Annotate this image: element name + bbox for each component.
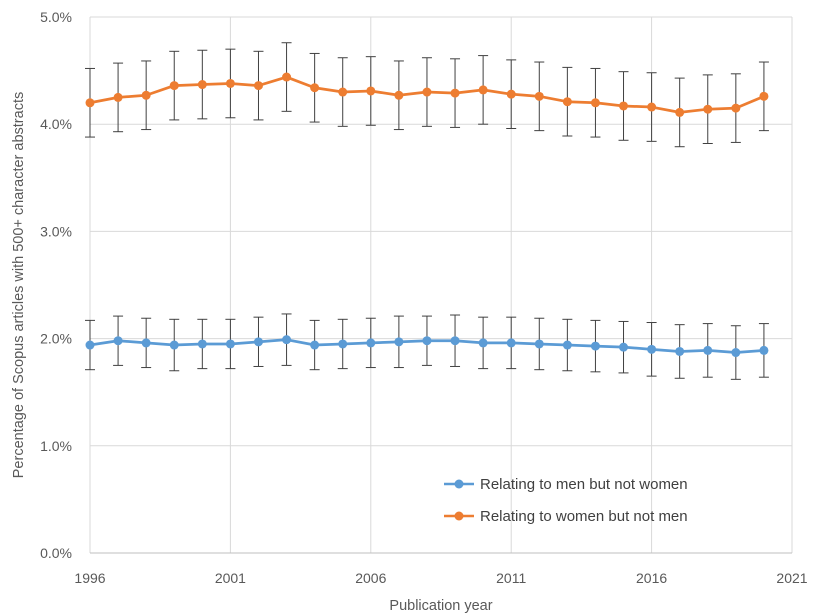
- data-point-men: [619, 342, 629, 352]
- data-point-men: [478, 338, 488, 348]
- data-point-men: [422, 336, 432, 346]
- x-tick-label: 2021: [776, 570, 807, 586]
- data-point-women: [394, 90, 404, 100]
- y-axis-title: Percentage of Scopus articles with 500+ …: [11, 92, 27, 478]
- data-point-men: [366, 338, 376, 348]
- y-tick-label: 3.0%: [40, 223, 72, 239]
- data-point-women: [225, 78, 235, 88]
- y-tick-label: 4.0%: [40, 116, 72, 132]
- data-point-women: [647, 102, 657, 112]
- legend-label-men: Relating to men but not women: [480, 476, 688, 493]
- data-point-women: [113, 92, 123, 102]
- data-point-women: [703, 104, 713, 114]
- data-point-women: [169, 81, 179, 91]
- x-tick-label: 2011: [496, 570, 526, 586]
- data-point-men: [647, 344, 657, 354]
- data-point-men: [338, 339, 348, 349]
- data-point-women: [619, 101, 629, 111]
- data-point-women: [478, 85, 488, 95]
- x-tick-label: 2016: [636, 570, 667, 586]
- x-axis-title: Publication year: [389, 598, 492, 614]
- data-point-men: [759, 345, 769, 355]
- data-point-women: [85, 98, 95, 108]
- data-point-women: [562, 97, 572, 107]
- legend: Relating to men but not women Relating t…: [444, 476, 688, 525]
- data-point-men: [703, 345, 713, 355]
- data-point-men: [450, 336, 460, 346]
- data-point-women: [422, 87, 432, 97]
- data-point-women: [141, 90, 151, 100]
- grid-lines: [89, 16, 793, 553]
- data-point-men: [310, 340, 320, 350]
- data-point-men: [225, 339, 235, 349]
- data-point-women: [282, 72, 292, 82]
- data-point-women: [253, 81, 263, 91]
- legend-label-women: Relating to women but not men: [480, 508, 688, 525]
- data-point-men: [113, 336, 123, 346]
- series-points: [85, 72, 769, 358]
- y-tick-labels: 0.0% 1.0% 2.0% 3.0% 4.0% 5.0%: [40, 9, 72, 561]
- x-tick-label: 1996: [74, 570, 105, 586]
- legend-marker-men: [454, 479, 464, 489]
- data-point-men: [731, 348, 741, 358]
- data-point-men: [282, 335, 292, 345]
- y-tick-label: 2.0%: [40, 331, 72, 347]
- data-point-women: [506, 89, 516, 99]
- x-tick-labels: 1996 2001 2006 2011 2016 2021: [74, 570, 807, 586]
- x-tick-label: 2001: [215, 570, 246, 586]
- data-point-women: [590, 98, 600, 108]
- data-point-men: [534, 339, 544, 349]
- y-tick-label: 1.0%: [40, 438, 72, 454]
- data-point-men: [197, 339, 207, 349]
- data-point-men: [562, 340, 572, 350]
- data-point-women: [675, 107, 685, 117]
- data-point-men: [169, 340, 179, 350]
- data-point-men: [506, 338, 516, 348]
- data-point-men: [141, 338, 151, 348]
- data-point-women: [197, 80, 207, 90]
- data-point-men: [253, 337, 263, 347]
- y-tick-label: 5.0%: [40, 9, 72, 25]
- data-point-women: [534, 91, 544, 101]
- y-tick-label: 0.0%: [40, 545, 72, 561]
- data-point-women: [731, 103, 741, 113]
- data-point-women: [310, 83, 320, 93]
- data-point-men: [394, 337, 404, 347]
- data-point-women: [338, 87, 348, 97]
- data-point-women: [450, 88, 460, 98]
- data-point-women: [759, 91, 769, 101]
- legend-marker-women: [454, 511, 464, 521]
- data-point-men: [85, 340, 95, 350]
- data-point-men: [675, 346, 685, 356]
- x-tick-label: 2006: [355, 570, 386, 586]
- data-point-men: [590, 341, 600, 351]
- data-point-women: [366, 86, 376, 96]
